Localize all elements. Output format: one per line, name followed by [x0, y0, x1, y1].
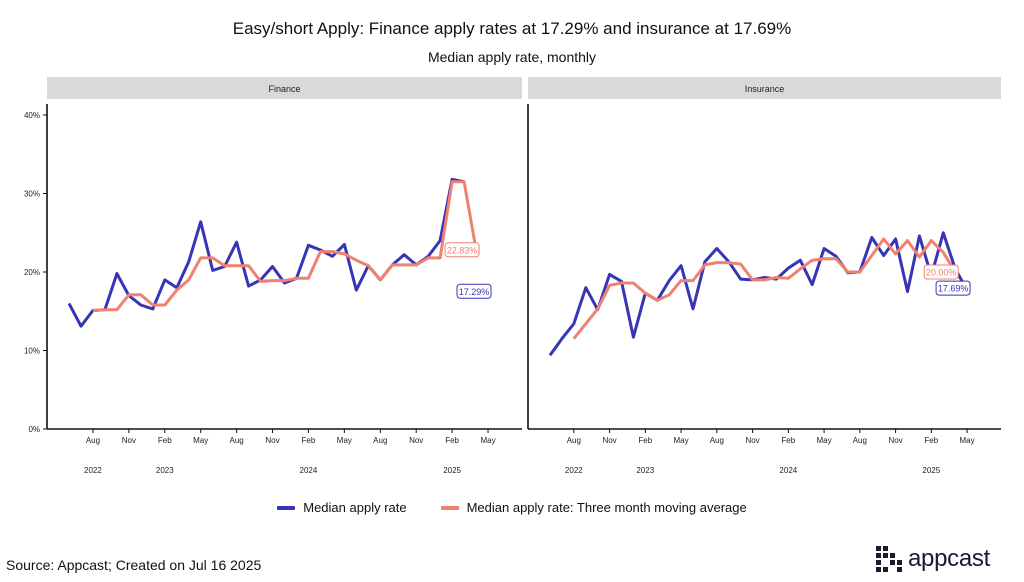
end-label-median-finance: 17.29%: [459, 287, 490, 297]
x-tick-label: May: [960, 436, 975, 445]
year-label: 2025: [443, 466, 461, 475]
legend-swatch-moving-avg: [440, 505, 459, 510]
facet-label-finance: Finance: [268, 84, 300, 94]
appcast-logo-text: appcast: [908, 545, 990, 572]
chart-canvas: Finance 0% 10% 20% 30% 40% Aug Nov Feb May Aug Nov F…: [24, 77, 1001, 475]
legend-label-moving-avg: Median apply rate: Three month moving av…: [466, 500, 747, 515]
facet-label-insurance: Insurance: [745, 84, 785, 94]
x-tick-label: Feb: [445, 436, 459, 445]
appcast-logo: appcast: [876, 545, 990, 573]
legend-item-moving-avg: Median apply rate: Three month moving av…: [440, 500, 747, 515]
year-label: 2023: [156, 466, 174, 475]
end-label-moving-avg-insurance: 20.00%: [926, 268, 957, 278]
y-tick-label: 10%: [24, 347, 40, 356]
x-tick-label: May: [337, 436, 352, 445]
end-label-box-median-insurance: [935, 280, 971, 296]
end-label-box-median-finance: [456, 283, 492, 299]
y-tick-label: 40%: [24, 111, 40, 120]
chart-title: Easy/short Apply: Finance apply rates at…: [232, 19, 792, 38]
x-tick-label: Aug: [567, 436, 581, 445]
end-label-median-insurance: 17.69%: [938, 284, 969, 294]
series-line-moving-avg-finance: [92, 180, 478, 312]
x-tick-label: Nov: [602, 436, 616, 445]
x-tick-label: May: [193, 436, 208, 445]
x-tick-label: Feb: [924, 436, 938, 445]
source-note: Source: Appcast; Created on Jul 16 2025: [6, 557, 262, 573]
x-tick-label: Feb: [781, 436, 795, 445]
x-tick-label: Aug: [86, 436, 100, 445]
facet-strip-finance: [47, 77, 522, 99]
x-tick-label: Nov: [745, 436, 759, 445]
x-tick-label: Aug: [853, 436, 867, 445]
chart-subtitle: Median apply rate, monthly: [427, 49, 597, 65]
year-label: 2022: [84, 466, 102, 475]
x-tick-label: Feb: [158, 436, 172, 445]
series-line-moving-avg-insurance: [572, 237, 957, 340]
x-tick-label: Feb: [302, 436, 316, 445]
legend-item-median: Median apply rate: [277, 500, 407, 515]
x-tick-label: Nov: [122, 436, 136, 445]
series-line-median-finance: [69, 179, 488, 326]
x-tick-label: Aug: [229, 436, 243, 445]
facet-strip-insurance: [528, 77, 1001, 99]
year-label: 2023: [636, 466, 654, 475]
series-line-median-insurance: [548, 231, 969, 357]
x-tick-label: May: [480, 436, 495, 445]
legend-swatch-median: [277, 505, 296, 510]
x-tick-label: May: [817, 436, 832, 445]
x-tick-label: Aug: [373, 436, 387, 445]
y-tick-label: 0%: [28, 425, 40, 434]
y-tick-label: 20%: [24, 268, 40, 277]
appcast-logo-icon: [876, 546, 902, 572]
x-tick-label: Aug: [710, 436, 724, 445]
x-tick-label: Feb: [638, 436, 652, 445]
end-label-box-moving-avg-finance: [444, 242, 480, 258]
end-label-box-moving-avg-insurance: [923, 264, 959, 280]
legend: Median apply rate Median apply rate: Thr…: [0, 500, 1024, 515]
year-label: 2022: [565, 466, 583, 475]
legend-label-median: Median apply rate: [303, 500, 407, 515]
x-tick-label: Nov: [265, 436, 279, 445]
x-tick-label: May: [674, 436, 689, 445]
x-tick-label: Nov: [888, 436, 902, 445]
year-label: 2024: [779, 466, 797, 475]
year-label: 2025: [922, 466, 940, 475]
end-label-moving-avg-finance: 22.83%: [447, 245, 478, 255]
x-tick-label: Nov: [409, 436, 423, 445]
y-tick-label: 30%: [24, 190, 40, 199]
year-label: 2024: [300, 466, 318, 475]
